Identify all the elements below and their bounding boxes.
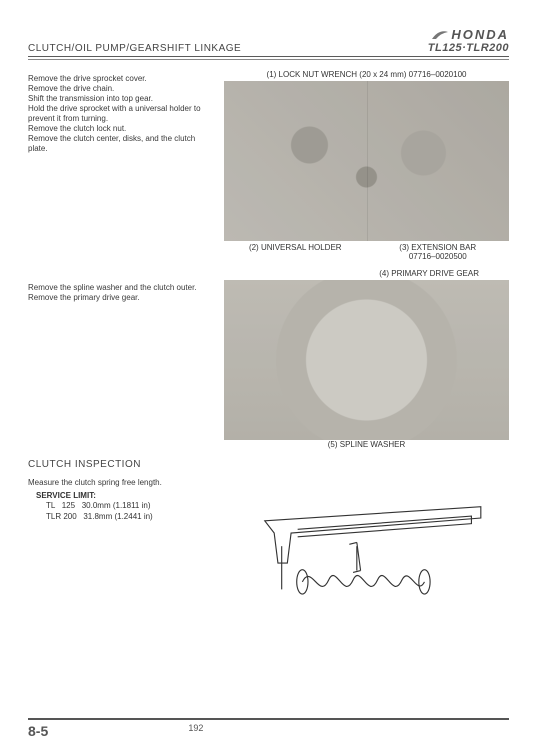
section-1: Remove the drive sprocket cover. Remove … <box>28 70 509 261</box>
caliper-diagram <box>246 474 509 624</box>
service-limit-row: TL 125 30.0mm (1.1811 in) <box>28 501 238 512</box>
section-2-figure: (4) PRIMARY DRIVE GEAR (5) SPLINE WASHER <box>224 269 509 451</box>
fig1-caption-right-b: 07716–0020500 <box>409 252 467 261</box>
fig1-caption-right-a: (3) EXTENSION BAR <box>399 243 476 252</box>
instr-line: Remove the spline washer and the clutch … <box>28 283 216 293</box>
caliper-svg <box>246 474 509 624</box>
service-limit-block: SERVICE LIMIT: TL 125 30.0mm (1.1811 in)… <box>28 491 238 523</box>
model-text: TL125·TLR200 <box>428 43 509 54</box>
instr-line: Remove the clutch center, disks, and the… <box>28 134 216 154</box>
section-1-figure: (1) LOCK NUT WRENCH (20 x 24 mm) 07716–0… <box>224 70 509 261</box>
inspection-title: CLUTCH INSPECTION <box>28 459 509 470</box>
wing-icon <box>431 29 449 43</box>
instr-line: Remove the primary drive gear. <box>28 293 216 303</box>
header-rule <box>28 59 509 60</box>
photo-divider <box>367 81 368 241</box>
section-page-number: 8-5 <box>28 723 188 739</box>
fig2-caption-top: (4) PRIMARY DRIVE GEAR <box>224 269 509 278</box>
page-header: CLUTCH/OIL PUMP/GEARSHIFT LINKAGE HONDA … <box>28 28 509 57</box>
section-2-text: Remove the spline washer and the clutch … <box>28 269 216 451</box>
brand-name: HONDA <box>428 28 509 43</box>
insp-line: Measure the clutch spring free length. <box>28 478 238 488</box>
header-title: CLUTCH/OIL PUMP/GEARSHIFT LINKAGE <box>28 43 241 54</box>
photo-texture <box>224 280 509 440</box>
instr-line: Remove the clutch lock nut. <box>28 124 216 134</box>
brand-block: HONDA TL125·TLR200 <box>428 28 509 54</box>
section-3-figure <box>246 474 509 624</box>
fig1-caption-left: (2) UNIVERSAL HOLDER <box>224 243 367 261</box>
instr-line: Remove the drive chain. <box>28 84 216 94</box>
brand-text: HONDA <box>451 27 509 42</box>
service-limit-row: TLR 200 31.8mm (1.2441 in) <box>28 512 238 523</box>
page-footer: 8-5 192 <box>28 718 509 739</box>
fig2-caption-bot: (5) SPLINE WASHER <box>224 440 509 449</box>
page-number: 192 <box>188 723 348 739</box>
service-limit-label: SERVICE LIMIT: <box>28 491 238 502</box>
instr-line: Remove the drive sprocket cover. <box>28 74 216 84</box>
section-3: Measure the clutch spring free length. S… <box>28 474 509 624</box>
instr-line: Shift the transmission into top gear. <box>28 94 216 104</box>
page: CLUTCH/OIL PUMP/GEARSHIFT LINKAGE HONDA … <box>0 0 533 753</box>
fig1-caption-row: (2) UNIVERSAL HOLDER (3) EXTENSION BAR 0… <box>224 243 509 261</box>
section-3-text: Measure the clutch spring free length. S… <box>28 474 238 624</box>
footer-spacer <box>349 723 509 739</box>
footer-rule: 8-5 192 <box>28 718 509 739</box>
fig2-photo <box>224 280 509 440</box>
fig1-caption-right: (3) EXTENSION BAR 07716–0020500 <box>367 243 510 261</box>
section-2: Remove the spline washer and the clutch … <box>28 269 509 451</box>
fig1-photo <box>224 81 509 241</box>
section-1-text: Remove the drive sprocket cover. Remove … <box>28 70 216 261</box>
instr-line: Hold the drive sprocket with a universal… <box>28 104 216 124</box>
fig1-caption-top: (1) LOCK NUT WRENCH (20 x 24 mm) 07716–0… <box>224 70 509 79</box>
